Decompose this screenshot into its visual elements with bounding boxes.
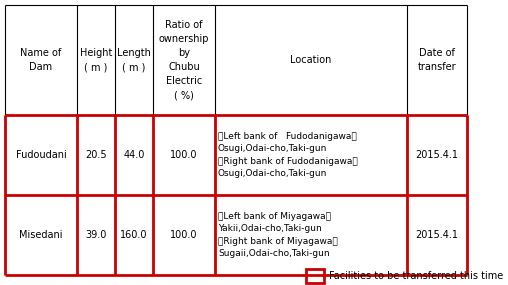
Text: 100.0: 100.0 bbox=[170, 150, 198, 160]
Text: Location: Location bbox=[290, 55, 332, 65]
Text: （Left bank of Miyagawa）
Yakii,Odai-cho,Taki-gun
（Right bank of Miyagawa）
Sugaii,: （Left bank of Miyagawa） Yakii,Odai-cho,T… bbox=[218, 212, 338, 258]
Text: Misedani: Misedani bbox=[19, 230, 63, 240]
Text: Length
( m ): Length ( m ) bbox=[117, 48, 151, 72]
Text: 39.0: 39.0 bbox=[85, 230, 107, 240]
Text: Height
( m ): Height ( m ) bbox=[80, 48, 112, 72]
Text: Fudoudani: Fudoudani bbox=[16, 150, 67, 160]
Text: Date of
transfer: Date of transfer bbox=[418, 48, 456, 72]
Text: （Left bank of   Fudodanigawa）
Osugi,Odai-cho,Taki-gun
（Right bank of Fudodanigaw: （Left bank of Fudodanigawa） Osugi,Odai-c… bbox=[218, 132, 358, 178]
Text: 2015.4.1: 2015.4.1 bbox=[416, 150, 459, 160]
Text: 160.0: 160.0 bbox=[120, 230, 148, 240]
Text: Facilities to be transferred this time: Facilities to be transferred this time bbox=[329, 271, 503, 281]
Text: 20.5: 20.5 bbox=[85, 150, 107, 160]
Text: Name of
Dam: Name of Dam bbox=[20, 48, 61, 72]
Bar bbox=[306, 269, 324, 283]
Text: 100.0: 100.0 bbox=[170, 230, 198, 240]
Text: Ratio of
ownership
by
Chubu
Electric
( %): Ratio of ownership by Chubu Electric ( %… bbox=[158, 20, 209, 100]
Text: 2015.4.1: 2015.4.1 bbox=[416, 230, 459, 240]
Text: 44.0: 44.0 bbox=[123, 150, 145, 160]
